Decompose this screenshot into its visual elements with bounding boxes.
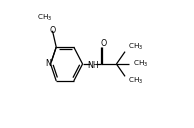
Text: CH$_3$: CH$_3$ bbox=[37, 13, 52, 23]
Text: O: O bbox=[100, 39, 107, 48]
Text: CH$_3$: CH$_3$ bbox=[128, 42, 143, 52]
Text: N: N bbox=[45, 60, 51, 68]
Text: CH$_3$: CH$_3$ bbox=[128, 76, 143, 86]
Text: CH$_3$: CH$_3$ bbox=[133, 59, 148, 69]
Text: O: O bbox=[49, 26, 56, 35]
Text: NH: NH bbox=[87, 61, 99, 70]
